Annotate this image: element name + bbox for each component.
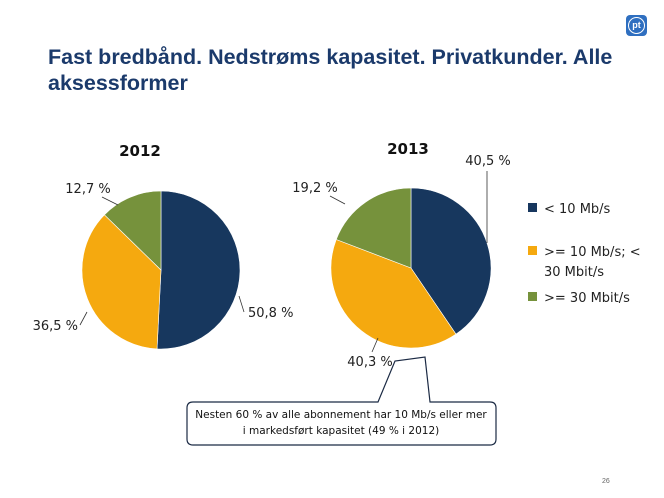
legend-swatch-2 [528,246,537,255]
page-number: 26 [602,478,610,485]
legend-swatch-3 [528,292,537,301]
pie-slice-2012-3 [104,190,162,271]
callout-line-1: Nesten 60 % av alle abonnement har 10 Mb… [195,409,487,421]
pt-logo-text: pt [628,17,645,34]
pt-logo: pt [626,15,647,36]
data-label-2013-2: 40,3 % [347,355,392,370]
leader-line-2013-2 [371,337,379,353]
data-label-2013-1: 40,5 % [465,154,510,169]
pie-chart-2012: 50,8 % 36,5 % 12,7 % 2012 [33,142,293,350]
legend-label-1-1: < 10 Mb/s [544,202,611,217]
pie-slice-2013-3 [335,187,412,269]
callout-line-2: i markedsført kapasitet (49 % i 2012) [243,425,439,437]
leader-line-2012-3 [101,196,119,206]
leader-line-2013-3 [329,195,346,205]
legend-label-2-2: 30 Mbit/s [544,265,604,280]
legend-swatch-1 [528,203,537,212]
data-label-2012-3: 12,7 % [65,182,110,197]
pie-slice-2013-1 [410,187,492,335]
title-line-2: aksessformer [48,71,188,95]
title-line-1: Fast bredbånd. Nedstrøms kapasitet. Priv… [48,45,613,69]
data-label-2012-2: 36,5 % [33,319,78,334]
pie-slice-2012-1 [156,190,241,350]
pie-chart-2013: 40,5 % 40,3 % 19,2 % 2013 [292,140,510,370]
pie-slice-2013-2 [330,239,457,349]
callout-box [186,356,497,446]
pie-slice-2012-2 [81,214,162,350]
legend-label-3-1: >= 30 Mbit/s [544,291,630,306]
pie-title-2012: 2012 [119,142,161,160]
legend-label-2-1: >= 10 Mb/s; < [544,245,641,260]
data-label-2012-1: 50,8 % [248,306,293,321]
callout: Nesten 60 % av alle abonnement har 10 Mb… [186,356,497,446]
page-title: Fast bredbånd. Nedstrøms kapasitet. Priv… [48,44,648,96]
leader-line-2012-2 [79,311,88,326]
legend-item-2: >= 10 Mb/s; < 30 Mbit/s [528,245,641,280]
legend-item-3: >= 30 Mbit/s [528,291,630,306]
legend-item-1: < 10 Mb/s [528,202,611,217]
leader-line-2012-1 [238,295,245,313]
pie-title-2013: 2013 [387,140,429,158]
data-label-2013-3: 19,2 % [292,181,337,196]
